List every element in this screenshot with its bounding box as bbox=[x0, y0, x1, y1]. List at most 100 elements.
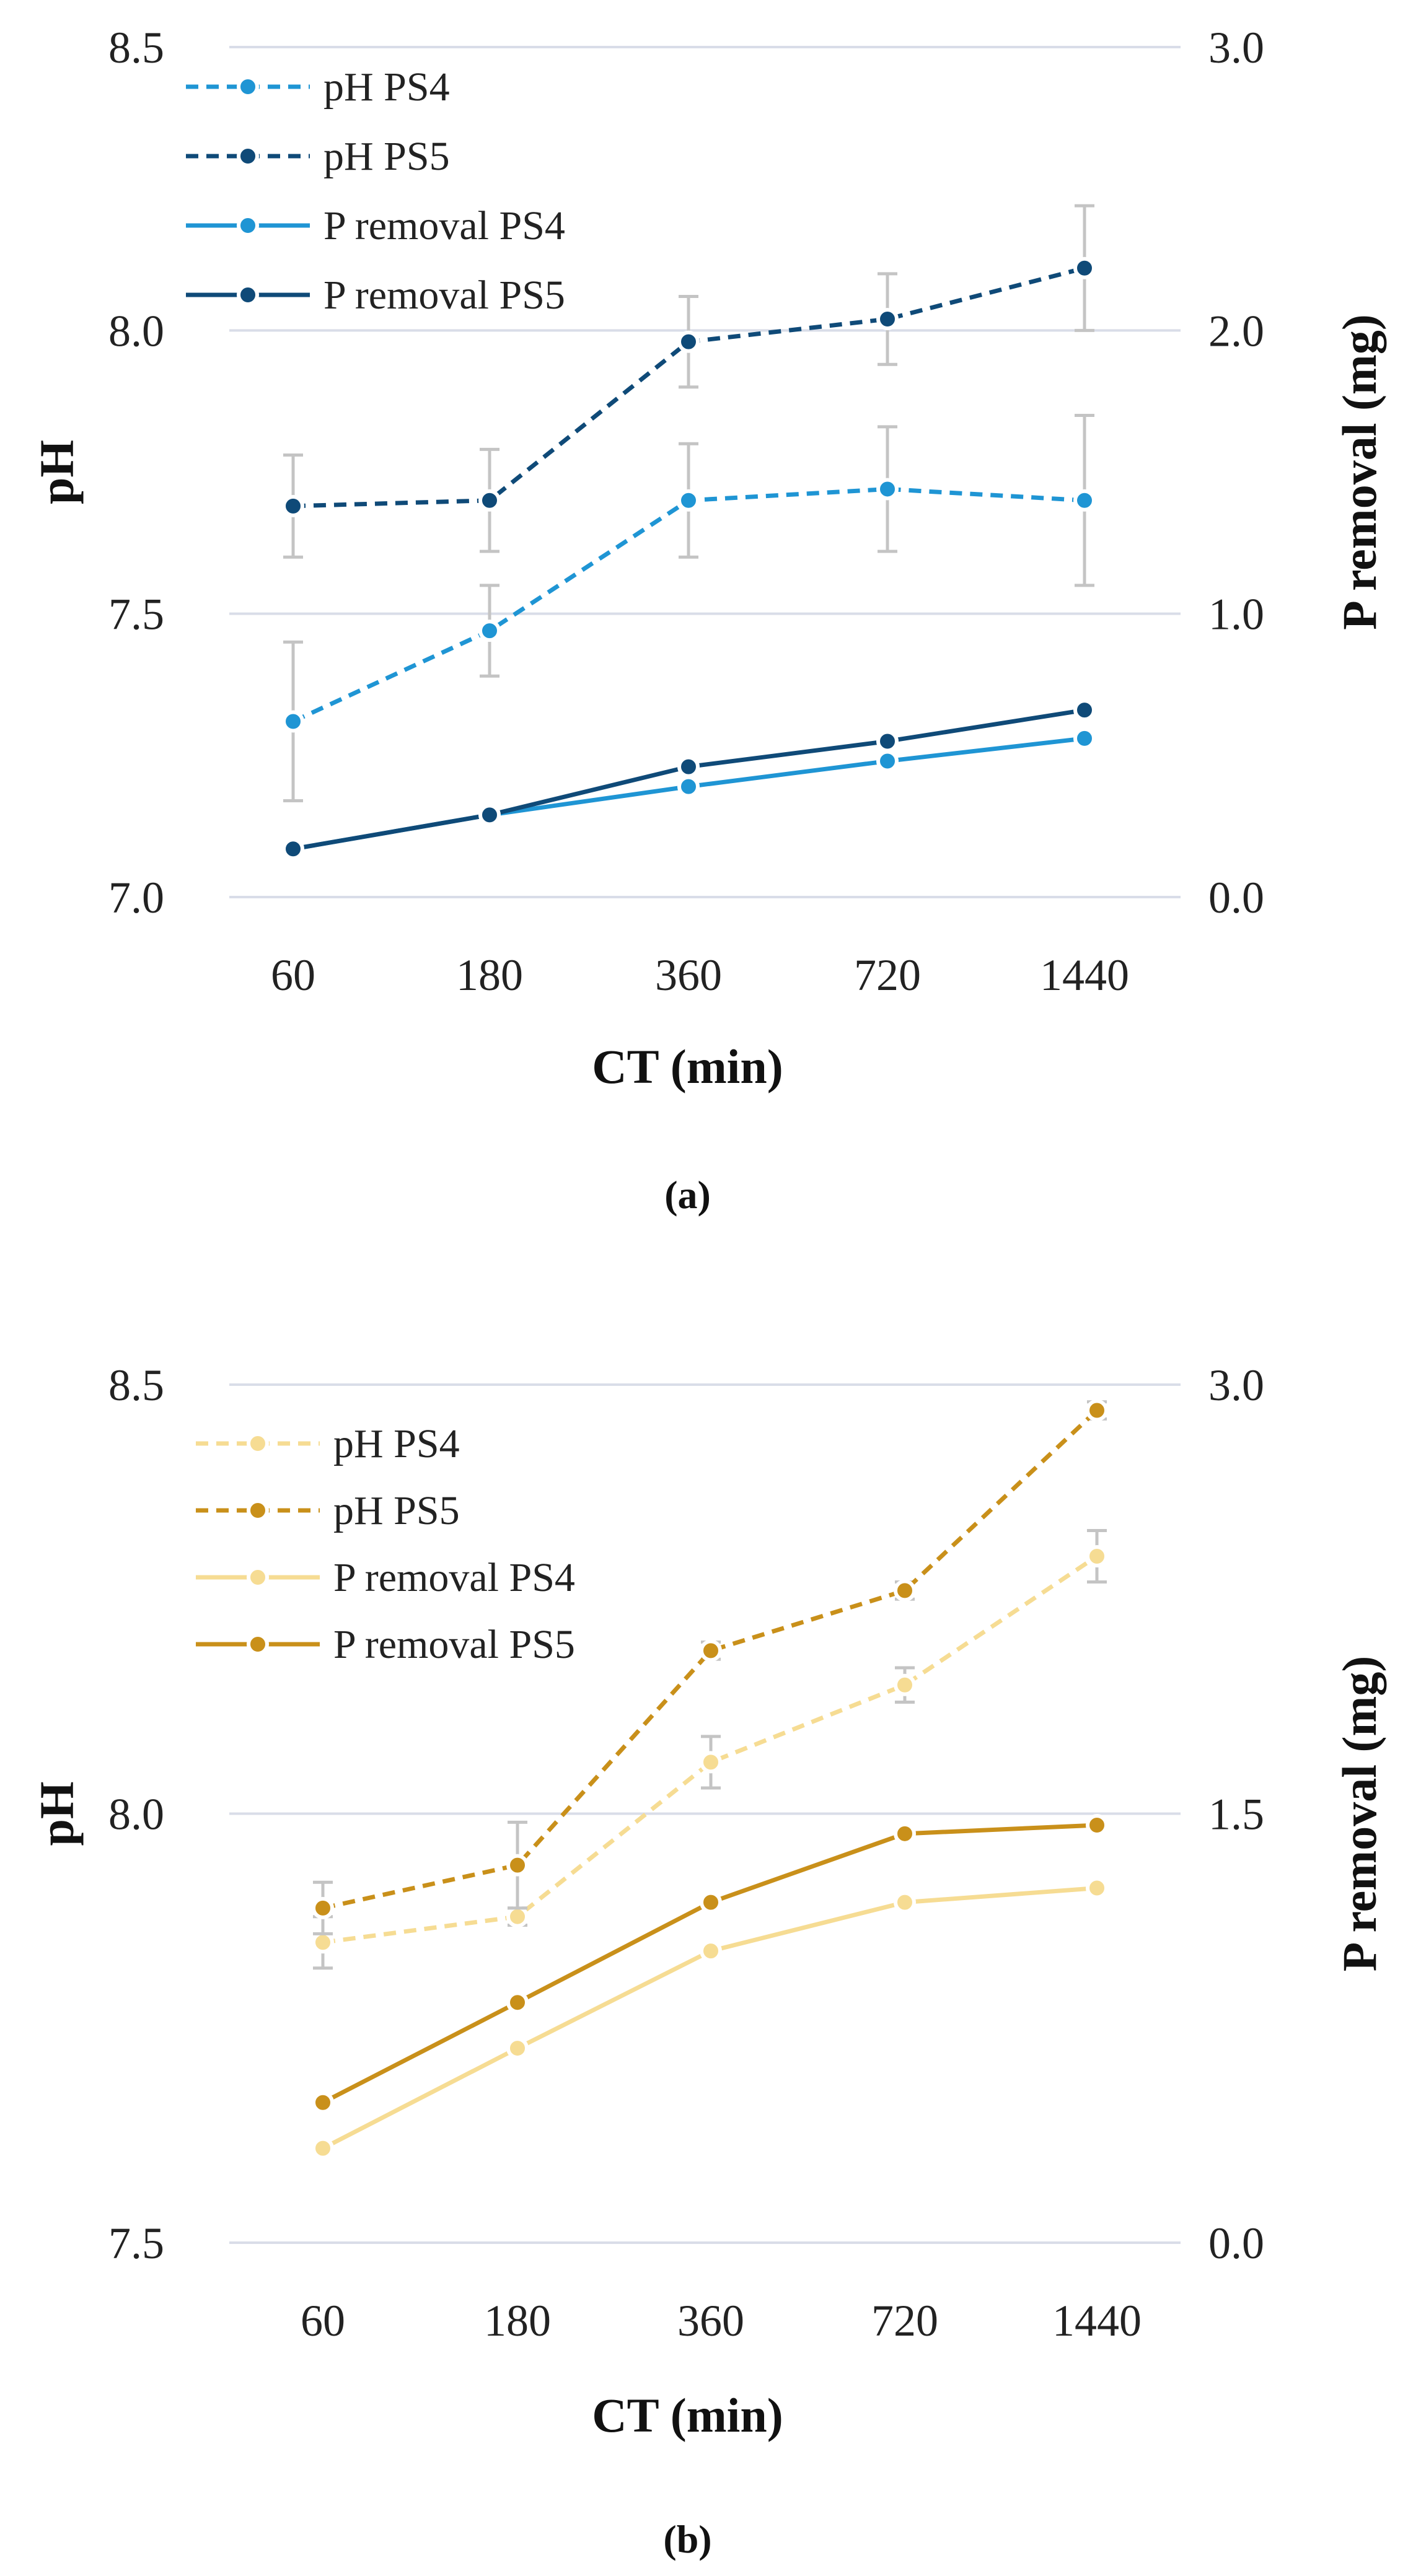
x-tick-label: 720 bbox=[871, 2296, 938, 2346]
series-line bbox=[322, 1886, 1098, 2150]
y-axis-title: pH bbox=[30, 440, 84, 504]
data-point bbox=[506, 1854, 529, 1877]
data-point bbox=[312, 2091, 334, 2114]
y-axis-title: pH bbox=[30, 1781, 84, 1846]
data-point bbox=[677, 330, 700, 353]
legend-swatch-marker bbox=[237, 76, 259, 98]
y2-tick-label: 1.5 bbox=[1208, 1790, 1264, 1839]
legend-item: pH PS4 bbox=[186, 64, 450, 110]
x-tick-label: 60 bbox=[271, 950, 315, 1000]
legend-label: P removal PS4 bbox=[333, 1555, 575, 1600]
x-tick-label: 1440 bbox=[1040, 950, 1129, 1000]
legend-swatch-marker bbox=[237, 214, 259, 237]
y-tick-label: 8.0 bbox=[108, 1790, 164, 1839]
legend-label: P removal PS4 bbox=[323, 203, 565, 248]
series-p-removal-ps5 bbox=[282, 699, 1096, 861]
x-tick-label: 1440 bbox=[1052, 2296, 1142, 2346]
panel-label: (a) bbox=[664, 1173, 711, 1217]
y-tick-label: 8.0 bbox=[108, 306, 164, 356]
x-tick-label: 180 bbox=[484, 2296, 551, 2346]
data-point bbox=[894, 1579, 916, 1602]
legend-swatch-marker bbox=[247, 1633, 269, 1655]
legend-label: P removal PS5 bbox=[333, 1622, 575, 1667]
x-tick-label: 720 bbox=[854, 950, 921, 1000]
chart-panel-b: 7.5 8.0 8.5 0.0 1.5 3.0 60 180 360 720 1440 CT (min… bbox=[30, 1360, 1386, 2561]
y2-tick-label: 0.0 bbox=[1208, 2219, 1264, 2268]
data-point bbox=[506, 1905, 529, 1928]
data-point bbox=[894, 1891, 916, 1914]
legend-item: P removal PS5 bbox=[186, 273, 565, 318]
y2-tick-label: 1.0 bbox=[1208, 590, 1264, 639]
data-point bbox=[282, 838, 304, 861]
data-point bbox=[478, 620, 501, 642]
y2-axis-title: P removal (mg) bbox=[1332, 314, 1386, 630]
x-tick-label: 360 bbox=[677, 2296, 744, 2346]
y2-tick-label: 2.0 bbox=[1208, 306, 1264, 356]
y-tick-label: 7.5 bbox=[108, 2219, 164, 2268]
series-ph-ps5 bbox=[282, 204, 1096, 559]
legend-label: pH PS5 bbox=[323, 134, 450, 179]
data-point bbox=[282, 494, 304, 517]
legend-swatch-marker bbox=[237, 284, 259, 306]
data-point bbox=[876, 730, 899, 753]
data-point bbox=[1073, 699, 1096, 722]
legend-item: P removal PS4 bbox=[196, 1555, 575, 1600]
x-axis-title: CT (min) bbox=[592, 1040, 783, 1093]
data-point bbox=[282, 710, 304, 733]
legend-label: pH PS4 bbox=[333, 1421, 460, 1466]
data-point bbox=[894, 1673, 916, 1696]
data-point bbox=[700, 1751, 722, 1774]
data-point bbox=[1086, 1545, 1108, 1567]
x-axis-title: CT (min) bbox=[592, 2388, 783, 2442]
series-p-removal-ps5 bbox=[312, 1813, 1108, 2114]
y2-tick-label: 0.0 bbox=[1208, 873, 1264, 922]
chart-panel-a: 7.0 7.5 8.0 8.5 0.0 1.0 2.0 3.0 60 180 360 720 1440 C… bbox=[30, 23, 1386, 1217]
series-line bbox=[322, 1823, 1098, 2105]
y2-tick-label: 3.0 bbox=[1208, 1360, 1264, 1410]
legend-item: P removal PS4 bbox=[186, 203, 565, 248]
legend-swatch-marker bbox=[247, 1499, 269, 1522]
data-point bbox=[1086, 1399, 1108, 1422]
data-point bbox=[312, 1931, 334, 1954]
legend-item: P removal PS5 bbox=[196, 1622, 575, 1667]
legend-swatch-marker bbox=[237, 145, 259, 167]
data-point bbox=[1073, 256, 1096, 279]
data-point bbox=[478, 489, 501, 512]
series-p-removal-ps4 bbox=[282, 727, 1096, 861]
series-ph-ps4 bbox=[312, 1528, 1108, 1970]
y-tick-label: 7.0 bbox=[108, 873, 164, 922]
y-tick-label: 7.5 bbox=[108, 590, 164, 639]
y-tick-label: 8.5 bbox=[108, 1360, 164, 1410]
data-point bbox=[1073, 727, 1096, 750]
data-point bbox=[677, 755, 700, 778]
series-line bbox=[322, 1408, 1099, 1911]
y2-tick-label: 3.0 bbox=[1208, 23, 1264, 72]
data-point bbox=[478, 804, 501, 826]
legend-item: pH PS5 bbox=[186, 134, 450, 179]
data-point bbox=[700, 1940, 722, 1963]
data-point bbox=[876, 750, 899, 773]
x-tick-label: 180 bbox=[456, 950, 523, 1000]
data-point bbox=[677, 489, 700, 512]
series-ph-ps5 bbox=[312, 1399, 1108, 1935]
x-tick-label: 60 bbox=[301, 2296, 345, 2346]
series-p-removal-ps4 bbox=[312, 1877, 1108, 2160]
legend-swatch-marker bbox=[247, 1566, 269, 1588]
data-point bbox=[312, 2137, 334, 2160]
legend-item: pH PS5 bbox=[196, 1488, 460, 1533]
legend-item: pH PS4 bbox=[196, 1421, 460, 1466]
legend-label: P removal PS5 bbox=[323, 273, 565, 318]
data-point bbox=[894, 1822, 916, 1845]
legend-label: pH PS5 bbox=[333, 1488, 460, 1533]
data-point bbox=[312, 1896, 334, 1919]
series-ph-ps4 bbox=[282, 414, 1096, 803]
series-line bbox=[322, 1554, 1098, 1945]
x-tick-label: 360 bbox=[655, 950, 722, 1000]
data-point bbox=[1086, 1877, 1108, 1899]
data-point bbox=[506, 2037, 529, 2060]
y-tick-label: 8.5 bbox=[108, 23, 164, 72]
data-point bbox=[677, 775, 700, 798]
legend-swatch-marker bbox=[247, 1432, 269, 1455]
data-point bbox=[506, 1991, 529, 2014]
